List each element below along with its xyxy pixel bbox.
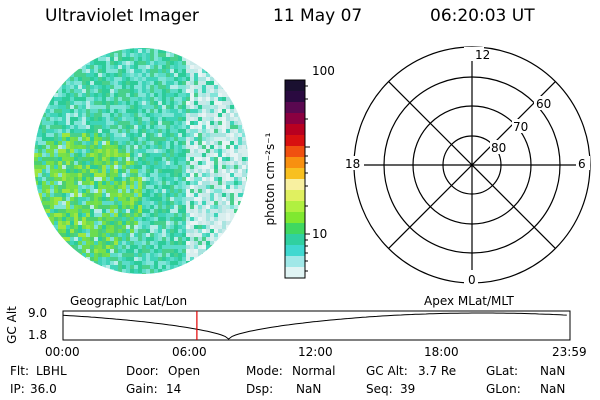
polar-label-bottom: 0 bbox=[468, 273, 476, 287]
info-mode-value: Normal bbox=[292, 364, 336, 378]
info-seq-value: 39 bbox=[400, 382, 416, 396]
colorbar-tick-100: 100 bbox=[312, 64, 335, 78]
polar-label-right: 6 bbox=[578, 157, 586, 171]
polar-label-left: 18 bbox=[345, 157, 360, 171]
info-ip-value: 36.0 bbox=[30, 382, 57, 396]
image-date: 11 May 07 bbox=[273, 6, 363, 26]
info-glat-label: GLat: bbox=[486, 364, 519, 378]
timeline-x-tick-0600: 06:00 bbox=[172, 345, 207, 359]
timeline-x-tick-2359: 23:59 bbox=[552, 345, 587, 359]
info-seq-label: Seq: bbox=[366, 382, 393, 396]
info-dsp-value: NaN bbox=[296, 382, 322, 396]
altitude-curve bbox=[62, 312, 567, 340]
info-dsp-label: Dsp: bbox=[246, 382, 274, 396]
image-time: 06:20:03 UT bbox=[430, 6, 535, 26]
timeline-y-tick-top: 9.0 bbox=[28, 306, 48, 320]
colorbar-tick-10: 10 bbox=[312, 227, 328, 241]
info-gcalt-value: 3.7 Re bbox=[418, 364, 457, 378]
info-gain-value: 14 bbox=[166, 382, 182, 396]
info-ip-label: IP: bbox=[10, 382, 25, 396]
uv-image-panel bbox=[34, 48, 248, 274]
polar-lat-80: 80 bbox=[491, 141, 506, 155]
timeline-x-tick-1200: 12:00 bbox=[298, 345, 333, 359]
colorbar-unit-label: photon cm⁻²s⁻¹ bbox=[263, 132, 277, 226]
info-flt-label: Flt: bbox=[10, 364, 29, 378]
info-door-value: Open bbox=[168, 364, 201, 378]
info-mode-label: Mode: bbox=[246, 364, 283, 378]
timeline-left-title: Geographic Lat/Lon bbox=[70, 294, 188, 308]
altitude-timeline bbox=[62, 310, 571, 341]
polar-grid: 12 0 18 6 60 70 80 bbox=[342, 46, 591, 287]
uv-image-disk bbox=[34, 48, 248, 274]
info-gain-label: Gain: bbox=[126, 382, 158, 396]
timeline-y-tick-bottom: 1.8 bbox=[28, 328, 48, 342]
info-gcalt-label: GC Alt: bbox=[366, 364, 408, 378]
timeline-x-tick-1800: 18:00 bbox=[424, 345, 459, 359]
info-glon-value: NaN bbox=[540, 382, 566, 396]
info-glon-label: GLon: bbox=[486, 382, 521, 396]
info-door-label: Door: bbox=[126, 364, 159, 378]
info-flt-value: LBHL bbox=[36, 364, 67, 378]
app-title: Ultraviolet Imager bbox=[45, 6, 199, 26]
polar-lat-70: 70 bbox=[513, 120, 528, 134]
info-glat-value: NaN bbox=[540, 364, 566, 378]
polar-lat-60: 60 bbox=[536, 97, 551, 111]
timeline-y-axis-label: GC Alt bbox=[5, 306, 19, 344]
colorbar-gradient bbox=[285, 80, 305, 279]
polar-label-top: 12 bbox=[475, 48, 490, 62]
timeline-right-title: Apex MLat/MLT bbox=[424, 294, 514, 308]
colorbar bbox=[284, 79, 310, 279]
timeline-x-tick-0000: 00:00 bbox=[45, 345, 80, 359]
